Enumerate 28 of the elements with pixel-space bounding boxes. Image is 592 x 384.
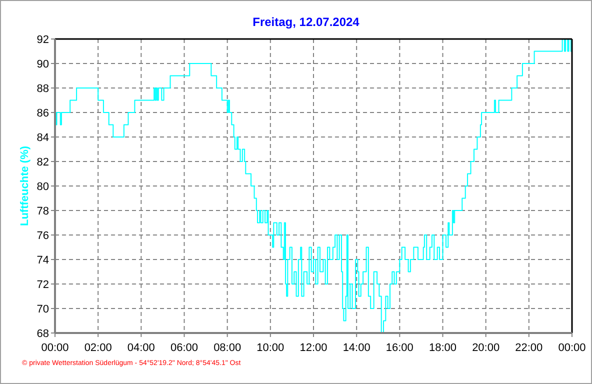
x-tick-label: 18:00 (428, 342, 457, 354)
y-tick-label: 76 (36, 230, 49, 242)
x-tick-label: 04:00 (127, 342, 155, 354)
x-tick-label: 22:00 (515, 342, 543, 354)
x-tick-label: 08:00 (214, 342, 242, 354)
x-tick-label: 10:00 (256, 342, 284, 354)
y-tick-label: 90 (36, 58, 49, 70)
y-tick-label: 70 (36, 304, 49, 316)
chart-title: Freitag, 12.07.2024 (252, 15, 360, 29)
x-tick-label: 06:00 (170, 342, 198, 354)
x-tick-label: 12:00 (300, 342, 328, 354)
x-tick-label: 02:00 (84, 342, 112, 354)
y-tick-label: 92 (36, 34, 49, 46)
y-axis-title: Luftfeuchte (%) (19, 146, 31, 226)
y-tick-label: 80 (36, 181, 49, 193)
x-tick-label: 20:00 (472, 342, 500, 354)
x-tick-label: 14:00 (342, 342, 370, 354)
x-tick-label: 00:00 (558, 342, 586, 354)
y-tick-label: 88 (36, 83, 49, 95)
y-tick-label: 74 (36, 254, 49, 266)
y-tick-label: 78 (36, 206, 49, 218)
y-tick-label: 86 (36, 108, 49, 120)
y-tick-label: 72 (36, 279, 49, 291)
y-tick-label: 84 (36, 132, 49, 144)
x-tick-label: 00:00 (41, 342, 69, 354)
y-tick-label: 68 (36, 328, 49, 340)
y-tick-label: 82 (36, 156, 49, 168)
x-tick-label: 16:00 (386, 342, 414, 354)
